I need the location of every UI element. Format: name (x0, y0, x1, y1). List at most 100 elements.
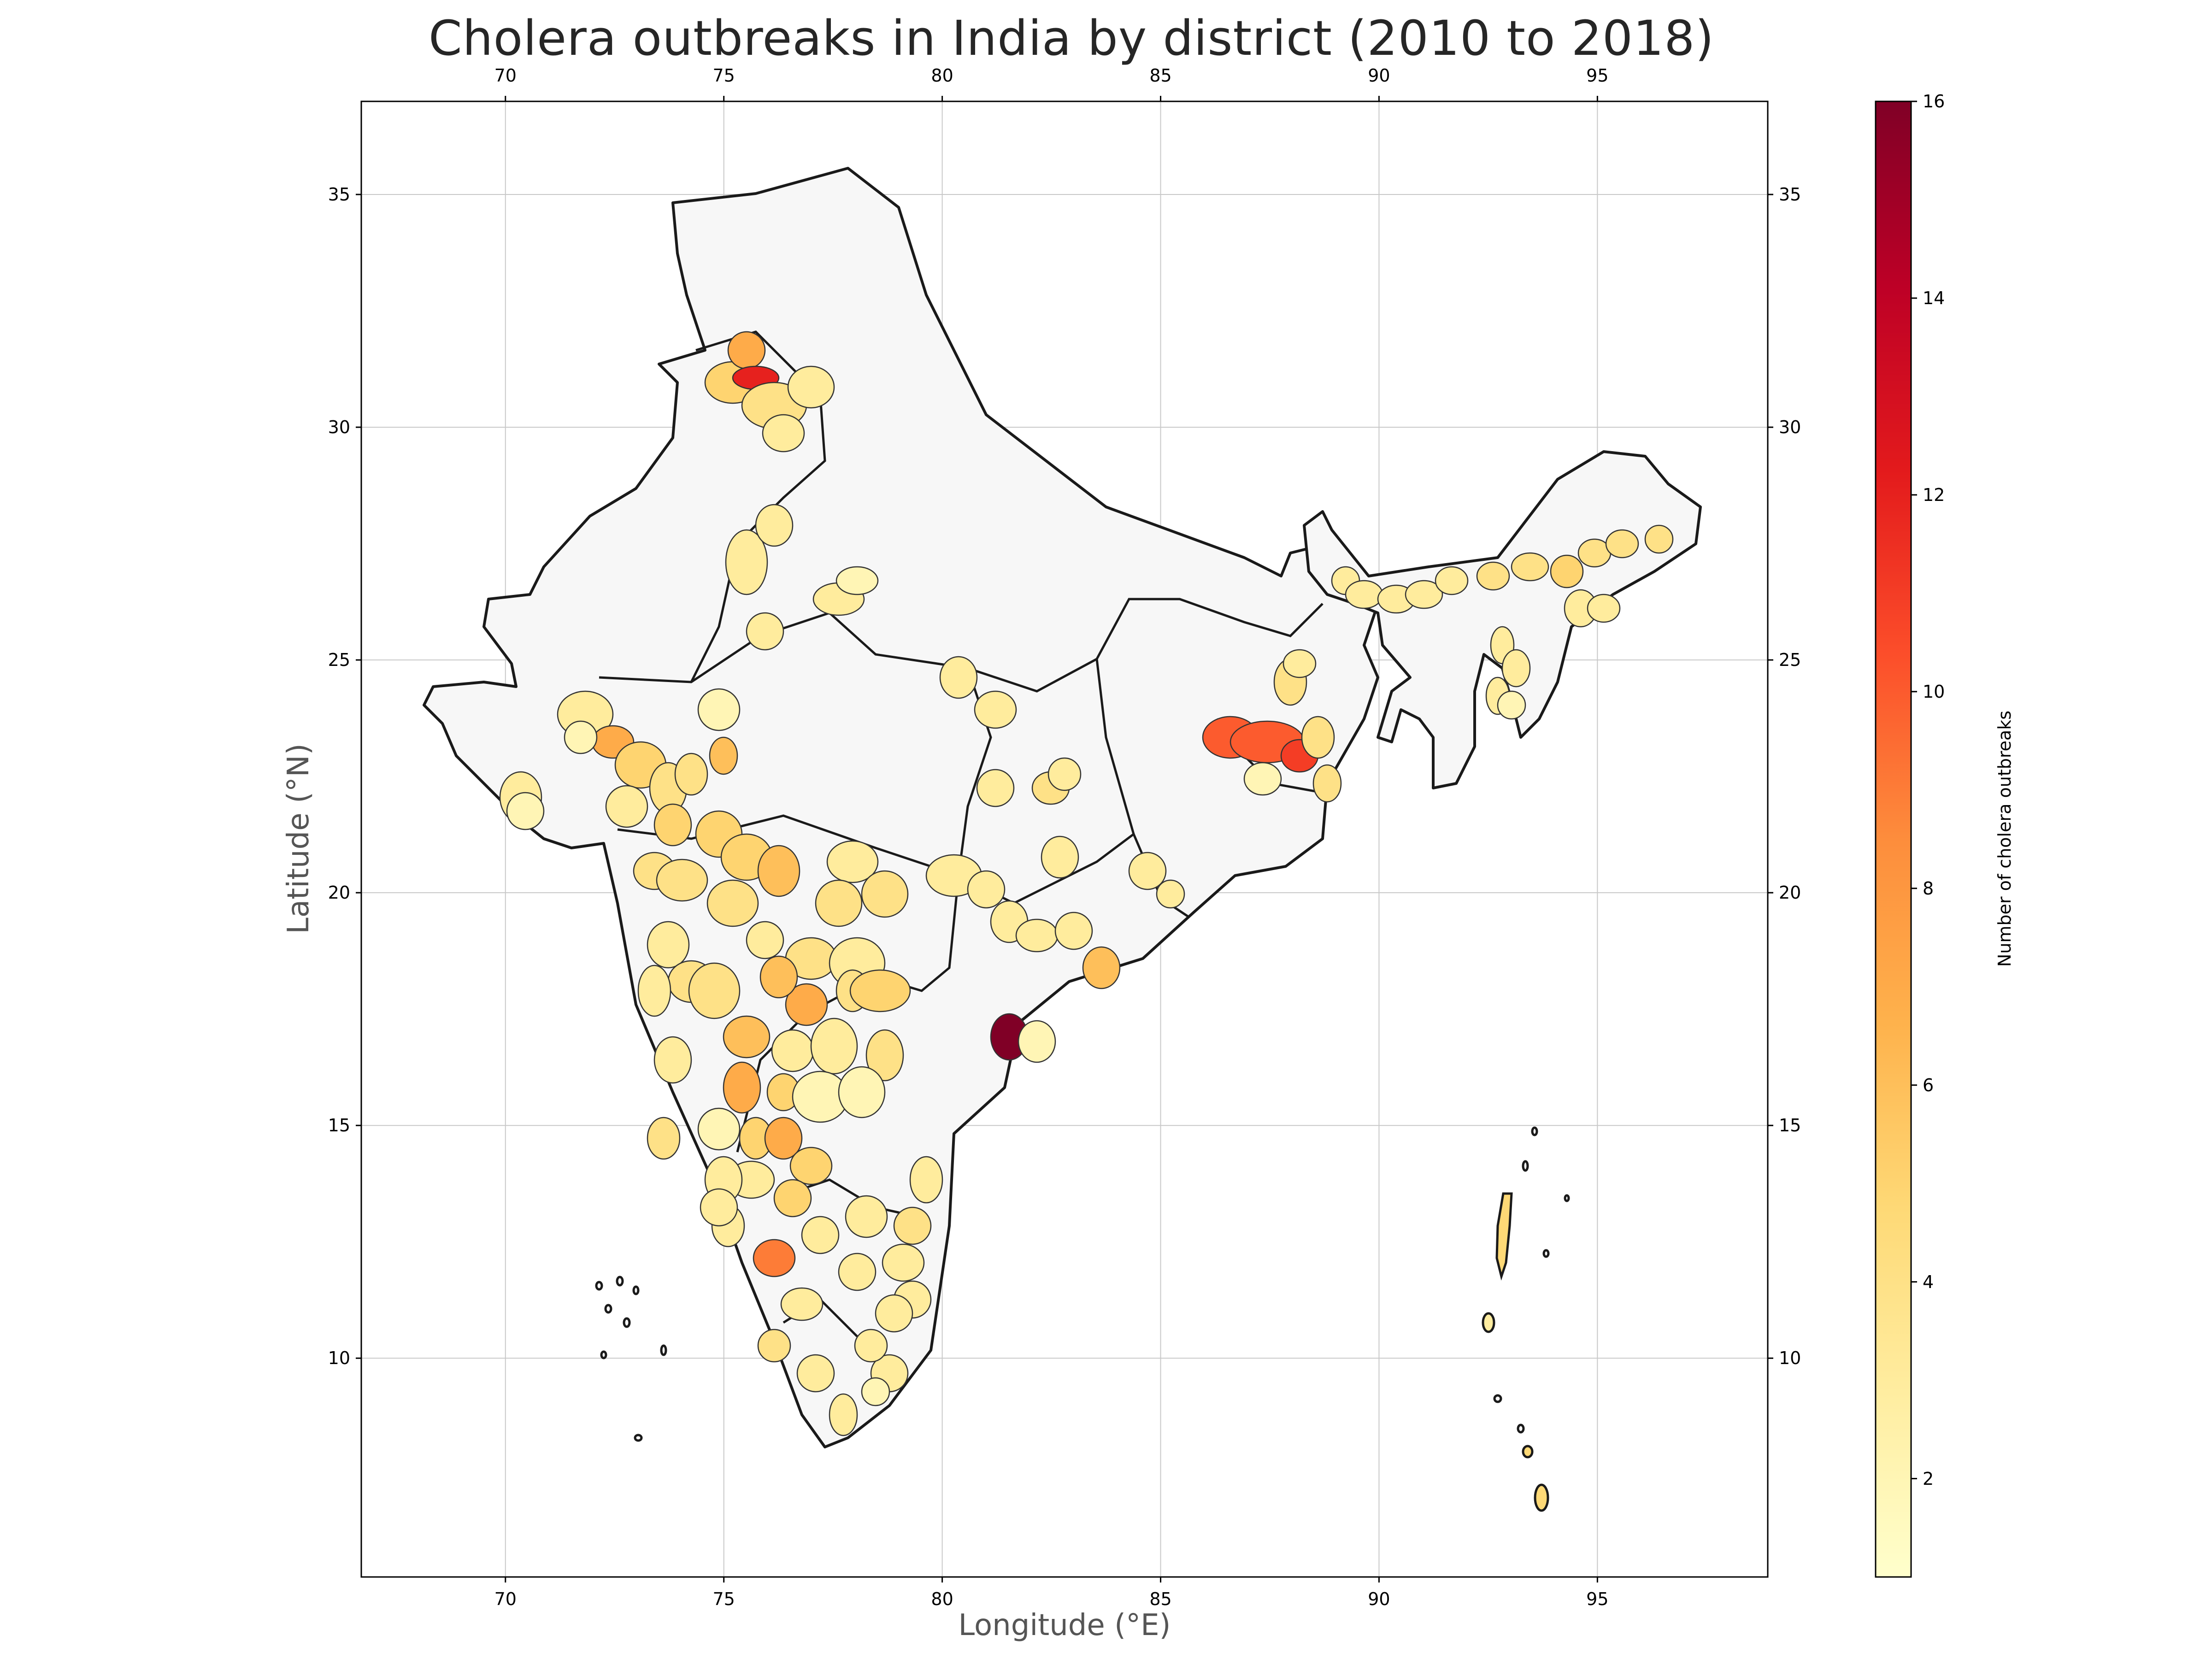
district-shape (746, 921, 784, 959)
district-shape (1015, 918, 1059, 953)
district-shape (801, 1216, 840, 1254)
x-tick-label-top: 80 (931, 65, 953, 86)
district-shape (1405, 580, 1443, 609)
district-shape (706, 879, 759, 927)
district-shape (967, 870, 1006, 909)
district-shape (815, 879, 863, 927)
district-shape (845, 1195, 888, 1238)
district-shape (1511, 552, 1549, 582)
district-shape (826, 840, 879, 883)
y-tick-label: 25 (328, 650, 350, 671)
district-shape (773, 1179, 812, 1218)
district-shape (1497, 690, 1526, 720)
district-shape (861, 870, 909, 918)
colorbar-gradient (1875, 100, 1912, 1578)
x-tick-label: 70 (494, 1589, 517, 1609)
district-shape (838, 1253, 877, 1291)
x-tick-label: 80 (931, 1589, 953, 1609)
x-axis-label: Longitude (°E) (958, 1608, 1171, 1642)
colorbar-tick-label: 10 (1923, 681, 1945, 702)
district-shape (1476, 561, 1510, 591)
district-shape (838, 1066, 886, 1118)
x-tick-label: 95 (1586, 1589, 1609, 1609)
shaded-districts (499, 331, 1674, 1436)
district-shape (865, 1029, 904, 1082)
district-shape (759, 955, 798, 999)
district-shape (1156, 879, 1185, 909)
district-shape (1550, 554, 1584, 588)
district-shape (1041, 835, 1079, 879)
district-shape (697, 1107, 741, 1151)
x-tick-label-top: 70 (494, 65, 517, 86)
district-shape (755, 504, 794, 547)
district-shape (727, 331, 766, 370)
district-shape (1082, 946, 1121, 989)
x-tick-label: 90 (1368, 1589, 1390, 1609)
district-shape (764, 1117, 803, 1160)
district-shape (709, 736, 738, 775)
y-tick-label-right: 10 (1779, 1348, 1801, 1369)
colorbar-tick-label: 16 (1923, 91, 1945, 112)
district-shape (796, 1354, 835, 1393)
colorbar-tick-label: 4 (1923, 1271, 1934, 1292)
district-shape (653, 803, 692, 847)
district-shape (746, 612, 784, 651)
district-shape (1587, 594, 1621, 623)
district-shape (1301, 716, 1335, 759)
district-shape (835, 566, 879, 595)
district-shape (861, 1377, 890, 1406)
district-shape (909, 1156, 943, 1204)
colorbar-tick-label: 12 (1923, 484, 1945, 505)
district-shape (1345, 580, 1383, 609)
district-shape (753, 1239, 796, 1277)
district-shape (771, 1029, 814, 1072)
district-shape (674, 753, 708, 796)
y-tick-label: 35 (328, 184, 350, 205)
y-tick-label-right: 15 (1779, 1115, 1801, 1136)
andaman-nicobar-islands (1482, 1126, 1570, 1512)
district-shape (637, 965, 671, 1017)
colorbar-tick-label: 14 (1923, 288, 1945, 308)
district-shape (1054, 912, 1093, 950)
y-tick-label: 15 (328, 1115, 350, 1136)
x-tick-label-top: 90 (1368, 65, 1390, 86)
y-tick-label-right: 25 (1779, 650, 1801, 671)
y-tick-label-right: 20 (1779, 882, 1801, 903)
district-shape (854, 1329, 888, 1363)
district-shape (976, 769, 1015, 807)
y-tick-label-right: 30 (1779, 417, 1801, 438)
y-axis-label: Latitude (°N) (282, 743, 316, 934)
district-shape (1644, 524, 1674, 554)
colorbar-label: Number of cholera outbreaks (1994, 710, 2015, 967)
district-shape (757, 1329, 791, 1363)
district-shape (653, 1036, 692, 1084)
district-shape (829, 1393, 858, 1436)
district-shape (1018, 1020, 1056, 1063)
x-tick-label-top: 95 (1586, 65, 1609, 86)
district-shape (789, 1147, 833, 1185)
colorbar-tick-label: 2 (1923, 1468, 1934, 1489)
district-shape (1312, 764, 1342, 803)
district-shape (780, 1287, 824, 1321)
district-shape (1282, 649, 1317, 678)
y-tick-label: 20 (328, 882, 350, 903)
chart-title: Cholera outbreaks in India by district (… (429, 10, 1714, 66)
lakshadweep-islands (595, 1276, 667, 1442)
district-shape (1047, 757, 1082, 791)
x-tick-label: 75 (712, 1589, 735, 1609)
plot-frame (360, 100, 1769, 1578)
district-shape (1501, 649, 1531, 688)
district-shape (787, 365, 835, 409)
x-tick-label: 85 (1149, 1589, 1172, 1609)
district-shape (697, 688, 741, 731)
district-shape (1243, 762, 1282, 796)
district-shape (875, 1294, 913, 1333)
y-tick-label: 30 (328, 417, 350, 438)
district-shape (762, 414, 805, 453)
x-tick-label-top: 75 (712, 65, 735, 86)
district-shape (564, 720, 598, 754)
district-shape (688, 962, 741, 1019)
district-shape (1605, 529, 1639, 559)
y-tick-label-right: 35 (1779, 184, 1801, 205)
